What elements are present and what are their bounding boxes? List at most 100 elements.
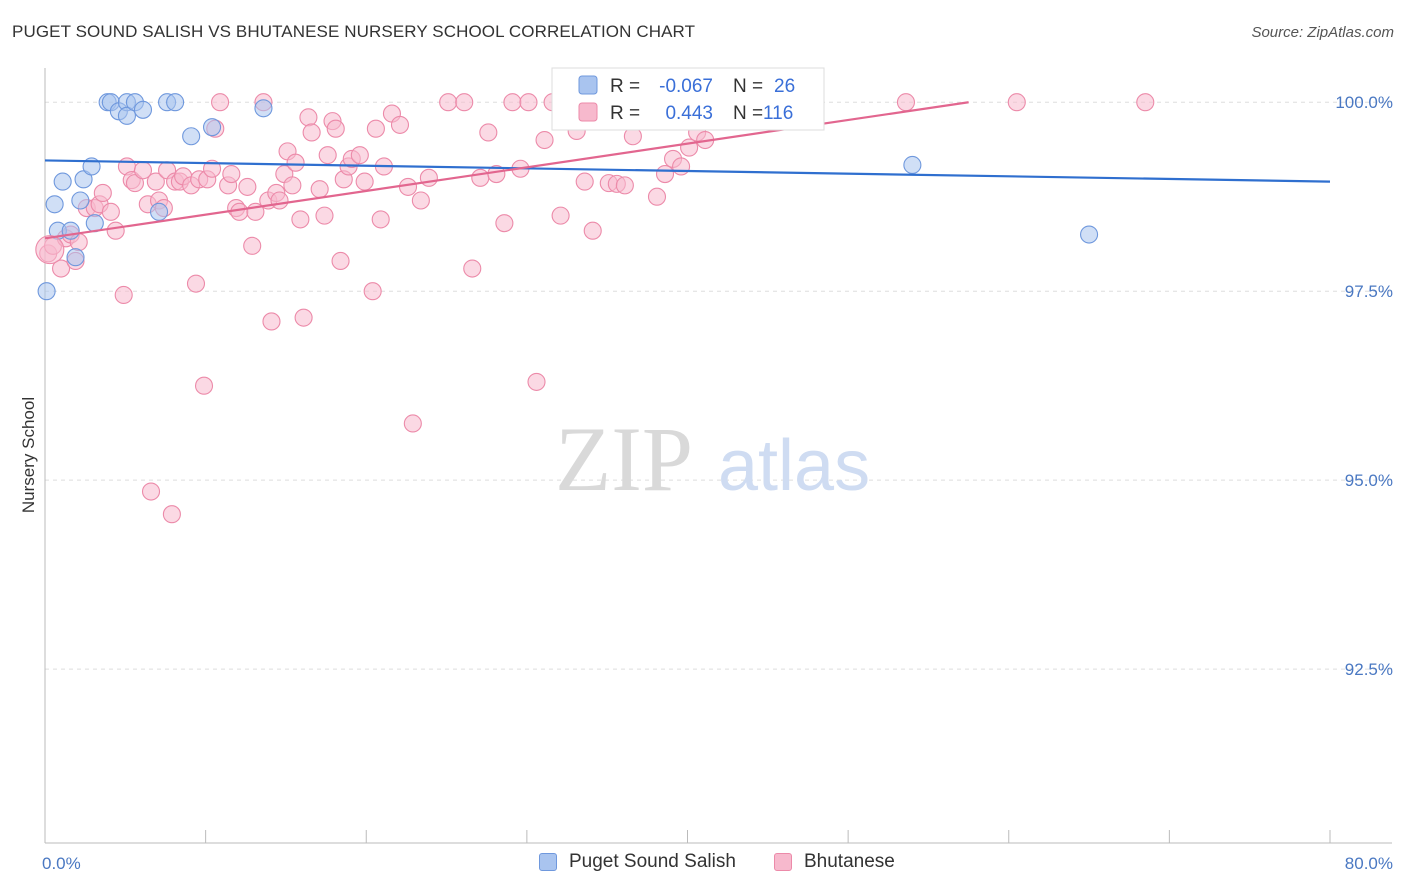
watermark-zip: ZIP <box>555 408 693 510</box>
legend-frame <box>551 67 825 131</box>
point-bhutanese <box>315 206 334 225</box>
source-label: Source: ZipAtlas.com <box>1251 24 1394 41</box>
legend-n-label: N = <box>733 103 763 124</box>
point-bhutanese <box>270 191 289 210</box>
y-tick-label: 100.0% <box>1335 93 1393 112</box>
legend-n-label: N = <box>733 76 763 97</box>
legend-r-value: -0.067 <box>659 76 713 97</box>
point-bhutanese <box>331 251 350 271</box>
legend-n-value: 26 <box>774 76 795 97</box>
point-bhutanese <box>655 164 675 184</box>
point-bhutanese <box>146 172 165 191</box>
point-puget-sound-salish <box>45 195 64 214</box>
point-puget-sound-salish <box>117 106 136 125</box>
point-bhutanese <box>243 236 262 255</box>
point-puget-sound-salish <box>166 93 185 112</box>
point-bhutanese <box>551 206 570 225</box>
point-puget-sound-salish <box>61 221 80 240</box>
bottom-legend-puget: Puget Sound Salish <box>539 851 736 873</box>
y-tick-label: 92.5% <box>1345 660 1393 679</box>
point-bhutanese <box>615 176 634 195</box>
point-bhutanese <box>535 130 554 150</box>
point-puget-sound-salish <box>53 172 72 191</box>
point-puget-sound-salish <box>71 191 90 210</box>
point-bhutanese <box>575 172 594 191</box>
point-bhutanese <box>363 282 382 301</box>
point-bhutanese <box>230 202 249 221</box>
point-bhutanese <box>471 168 490 187</box>
x-tick-label: 0.0% <box>42 854 81 873</box>
point-puget-sound-salish <box>149 202 169 221</box>
point-bhutanese <box>1007 93 1026 112</box>
chart-title: PUGET SOUND SALISH VS BHUTANESE NURSERY … <box>12 22 696 41</box>
legend-swatch-puget <box>578 75 598 95</box>
point-bhutanese <box>1136 93 1155 112</box>
point-puget-sound-salish <box>37 282 56 301</box>
point-bhutanese <box>194 376 214 395</box>
bottom-legend-bhutanese: Bhutanese <box>774 851 895 873</box>
point-bhutanese <box>371 210 390 229</box>
point-bhutanese <box>93 183 112 202</box>
point-bhutanese <box>294 308 313 327</box>
point-puget-sound-salish <box>74 170 93 189</box>
point-bhutanese <box>896 93 916 112</box>
x-tick-label: 80.0% <box>1345 854 1393 873</box>
point-bhutanese <box>203 159 222 178</box>
legend: R = -0.067 N = 26 R = 0.443 N = 116 <box>551 67 825 131</box>
point-puget-sound-salish <box>133 100 153 119</box>
point-bhutanese <box>283 176 302 195</box>
point-bhutanese <box>186 274 206 293</box>
point-bhutanese <box>106 221 125 240</box>
point-bhutanese <box>222 164 241 184</box>
data-points <box>35 93 1155 524</box>
y-tick-label: 95.0% <box>1345 471 1393 490</box>
point-bhutanese <box>495 214 514 233</box>
point-bhutanese <box>390 115 410 134</box>
tick-labels: 92.5% 95.0% 97.5% 100.0% 0.0% 80.0% <box>42 93 1393 873</box>
point-bhutanese <box>503 93 522 112</box>
point-bhutanese <box>350 146 369 165</box>
axes <box>44 68 1392 844</box>
point-bhutanese <box>299 108 318 127</box>
bottom-legend-swatch-puget <box>539 853 557 871</box>
point-bhutanese <box>583 221 602 240</box>
watermark-atlas: atlas <box>718 426 870 506</box>
bottom-legend-label-bhutanese: Bhutanese <box>804 851 895 872</box>
point-bhutanese <box>355 172 374 191</box>
point-bhutanese <box>291 210 310 229</box>
point-bhutanese <box>238 177 257 196</box>
point-puget-sound-salish <box>182 127 201 146</box>
point-bhutanese <box>419 168 438 187</box>
point-bhutanese <box>101 202 120 221</box>
point-puget-sound-salish <box>903 155 922 175</box>
point-puget-sound-salish <box>203 118 222 137</box>
point-bhutanese <box>262 312 281 331</box>
legend-r-label: R = <box>610 76 640 97</box>
point-bhutanese <box>35 235 65 265</box>
point-bhutanese <box>310 180 329 199</box>
point-puget-sound-salish <box>66 248 85 267</box>
point-bhutanese <box>141 482 161 501</box>
point-bhutanese <box>302 123 321 142</box>
point-bhutanese <box>211 93 230 112</box>
point-puget-sound-salish <box>1080 225 1099 244</box>
legend-swatch-bhutanese <box>578 102 598 122</box>
point-bhutanese <box>519 93 538 112</box>
point-bhutanese <box>647 187 667 206</box>
point-bhutanese <box>318 146 337 165</box>
point-bhutanese <box>527 372 546 391</box>
point-bhutanese <box>286 153 305 172</box>
bottom-legend-label-puget: Puget Sound Salish <box>569 851 736 872</box>
point-bhutanese <box>125 174 144 193</box>
legend-r-label: R = <box>610 103 640 124</box>
point-bhutanese <box>672 157 691 176</box>
bottom-legend-swatch-bhutanese <box>774 853 792 871</box>
point-bhutanese <box>439 93 458 112</box>
point-bhutanese <box>403 414 422 433</box>
legend-n-value: 116 <box>763 103 793 124</box>
y-axis-title: Nursery School <box>19 397 38 513</box>
y-tick-label: 97.5% <box>1345 282 1393 301</box>
trend-line-puget-sound-salish <box>44 159 1331 183</box>
point-bhutanese <box>162 505 181 524</box>
